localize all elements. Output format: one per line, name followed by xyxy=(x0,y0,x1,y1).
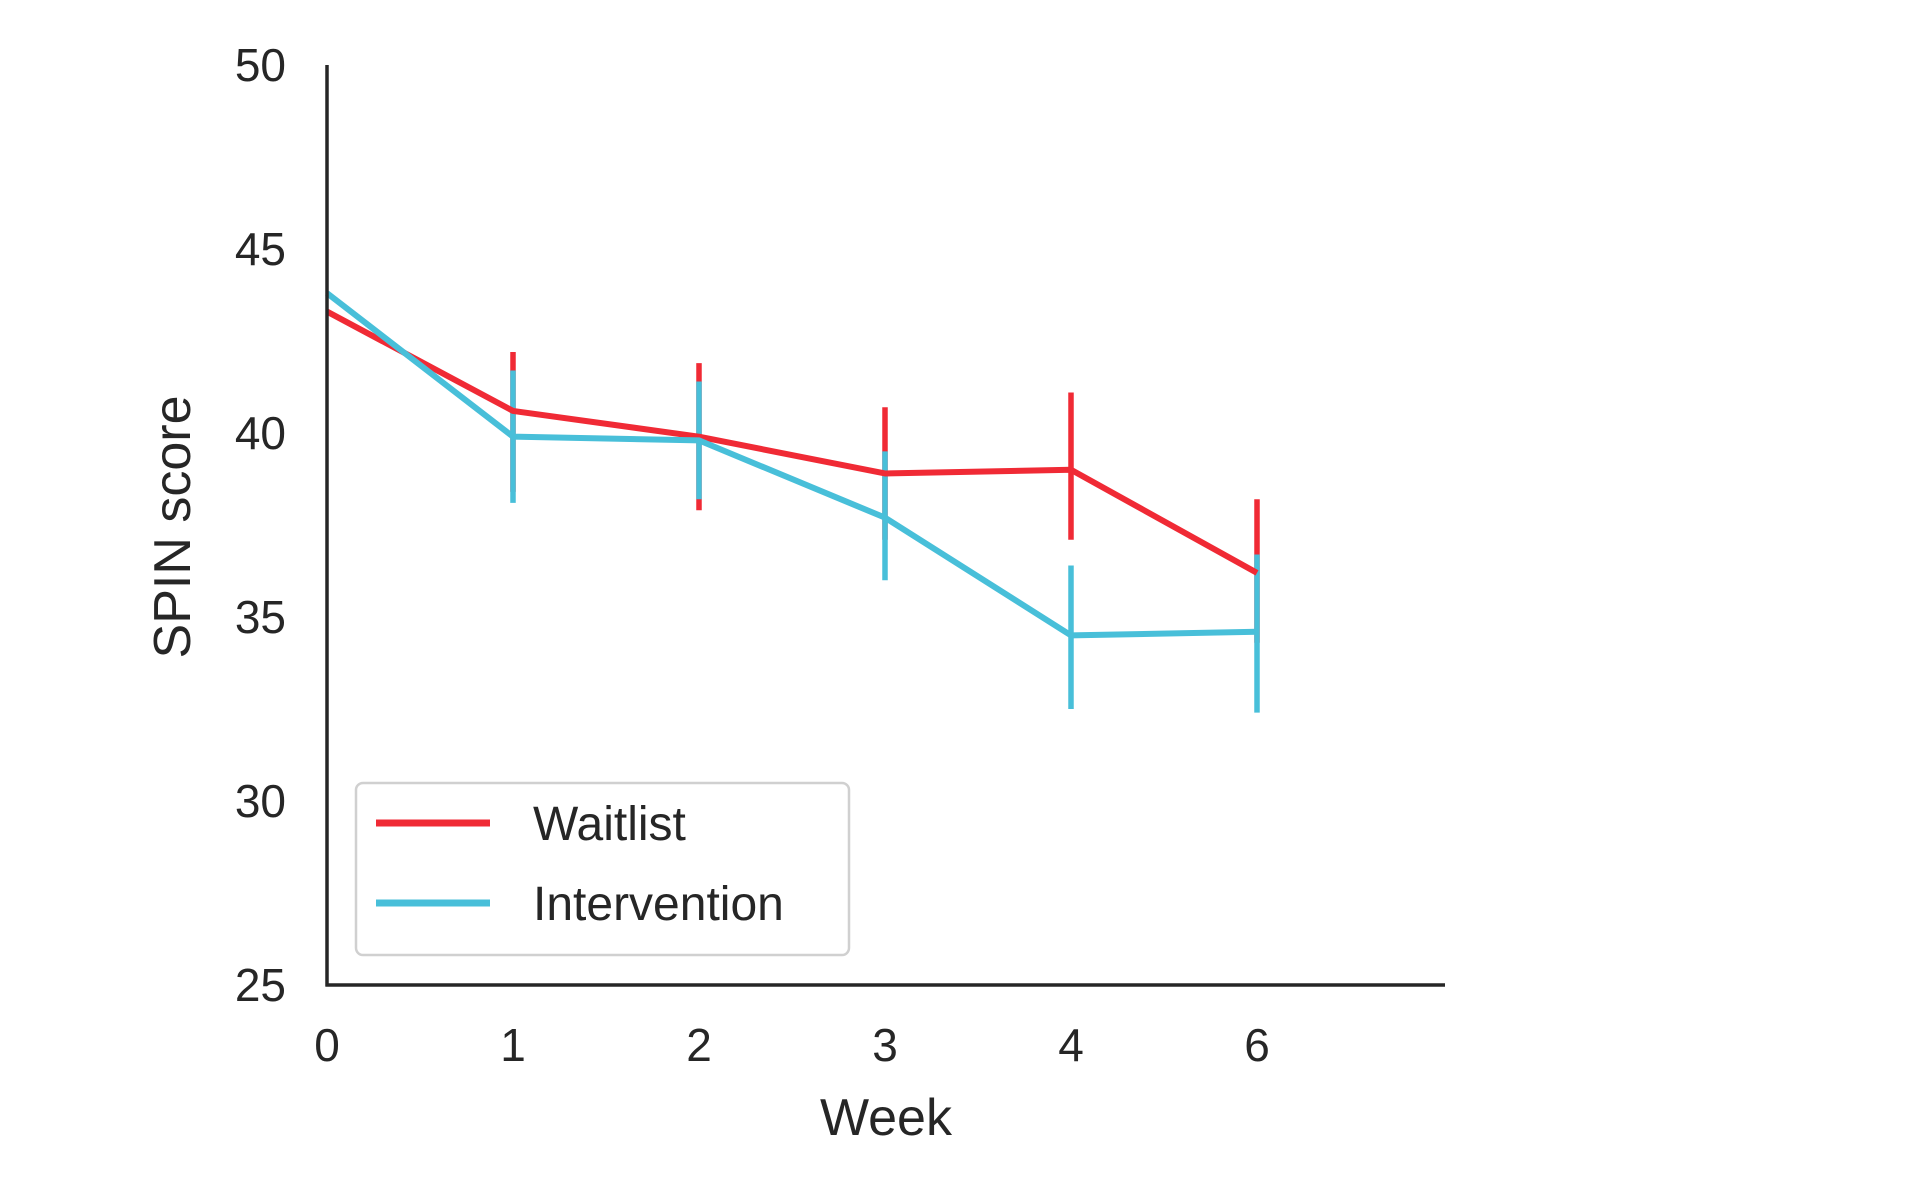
legend-label-waitlist: Waitlist xyxy=(533,798,686,851)
legend: Waitlist Intervention xyxy=(354,781,851,957)
y-tick-label: 45 xyxy=(235,223,286,275)
x-tick-labels: 0 1 2 3 4 6 xyxy=(314,1019,1270,1071)
y-tick-labels: 25 30 35 40 45 50 xyxy=(235,39,286,1011)
series-line-intervention xyxy=(325,290,1258,639)
legend-label-intervention: Intervention xyxy=(533,878,784,931)
y-tick-label: 40 xyxy=(235,407,286,459)
x-tick-label: 4 xyxy=(1058,1019,1084,1071)
y-tick-label: 30 xyxy=(235,775,286,827)
y-axis-title: SPIN score xyxy=(144,396,202,659)
y-tick-label: 35 xyxy=(235,591,286,643)
x-tick-label: 1 xyxy=(500,1019,526,1071)
x-tick-label: 0 xyxy=(314,1019,340,1071)
y-tick-label: 25 xyxy=(235,959,286,1011)
x-tick-label: 2 xyxy=(686,1019,712,1071)
x-tick-label: 6 xyxy=(1244,1019,1270,1071)
series-line-waitlist xyxy=(325,308,1259,576)
series-lines xyxy=(325,290,1259,639)
y-tick-label: 50 xyxy=(235,39,286,91)
axes xyxy=(325,65,1445,987)
x-axis-title: Week xyxy=(820,1089,953,1147)
x-tick-label: 3 xyxy=(872,1019,898,1071)
